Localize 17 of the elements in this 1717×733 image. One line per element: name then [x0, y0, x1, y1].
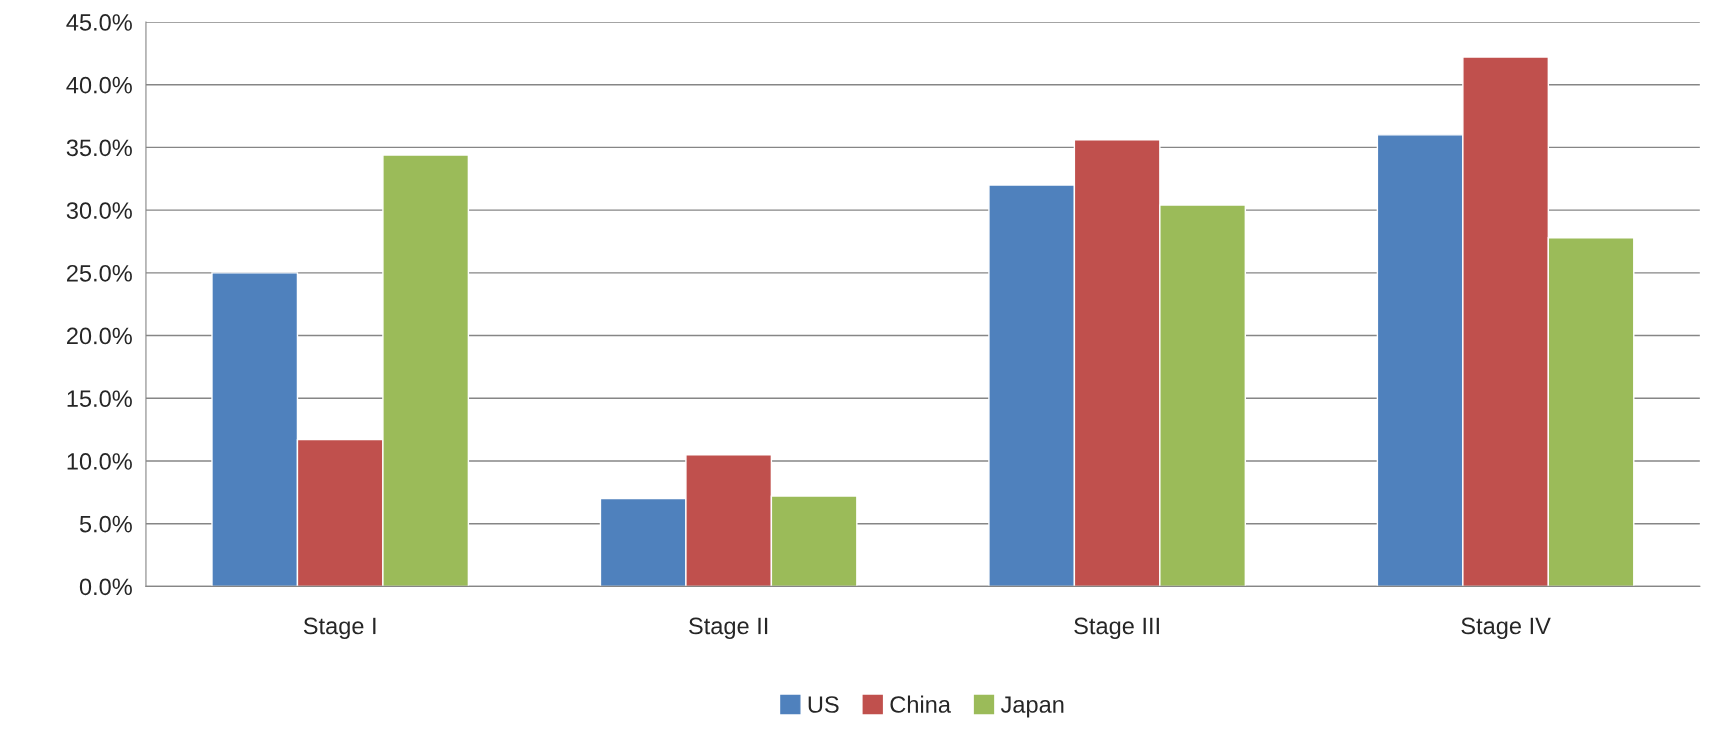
x-tick-label: Stage III: [1074, 617, 1159, 639]
x-tick-label: Stage I: [303, 617, 376, 639]
y-tick-label: 30.0%: [66, 202, 132, 219]
legend-label: Japan: [1000, 696, 1064, 718]
x-tick-label: Stage IV: [1461, 617, 1551, 639]
y-tick-label: 10.0%: [67, 453, 132, 470]
y-tick-label: 25.0%: [66, 264, 132, 282]
y-tick-label: 20.0%: [66, 327, 132, 345]
y-tick-label: 45.0%: [66, 14, 132, 31]
y-tick-label: 5.0%: [79, 515, 132, 533]
y-tick-label: 15.0%: [67, 390, 132, 408]
legend-label: US: [808, 696, 839, 713]
y-tick-label: 35.0%: [66, 139, 132, 157]
y-tick-label: 0.0%: [79, 578, 132, 596]
legend-label: China: [890, 695, 951, 713]
x-tick-label: Stage II: [689, 617, 768, 639]
y-tick-label: 40.0%: [66, 76, 132, 94]
